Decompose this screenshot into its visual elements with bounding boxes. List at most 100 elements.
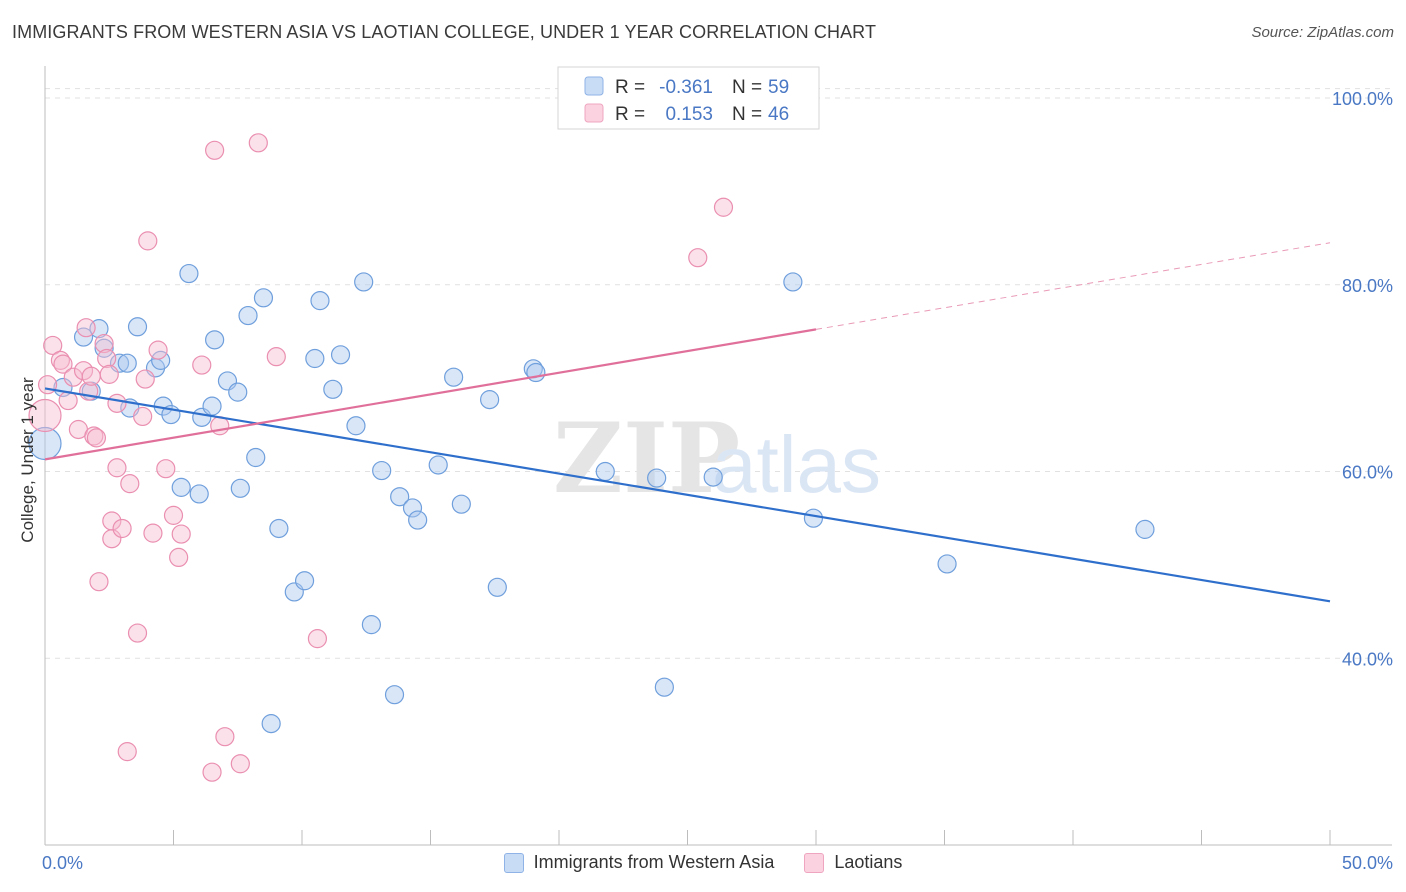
- point-laotian: [89, 572, 109, 592]
- stats-r-label: R =: [615, 77, 645, 98]
- point-western-asia: [310, 291, 330, 311]
- watermark-zip: ZIP: [553, 402, 740, 515]
- trend-lines: [44, 242, 1331, 603]
- point-laotian: [138, 231, 158, 251]
- point-laotian: [102, 511, 122, 531]
- point-western-asia: [487, 577, 507, 597]
- point-laotian: [133, 406, 153, 427]
- stats-n-value: 59: [768, 77, 789, 98]
- point-western-asia: [647, 468, 667, 488]
- point-laotian: [117, 742, 137, 762]
- y-axis-label: College, Under 1 year: [18, 377, 37, 543]
- watermark-atlas: atlas: [712, 420, 881, 509]
- stats-r-value: -0.361: [659, 77, 713, 98]
- point-laotian: [713, 197, 734, 217]
- x-tick-label: 0.0%: [42, 853, 83, 873]
- point-western-asia: [189, 484, 209, 504]
- point-western-asia: [372, 460, 392, 481]
- point-laotian: [205, 140, 225, 160]
- legend-item-laotians[interactable]: Laotians: [804, 852, 902, 873]
- point-western-asia: [803, 508, 824, 528]
- tick-labels: 40.0% 60.0% 80.0% 100.0% 0.0% 50.0%: [42, 89, 1393, 873]
- legend-label-laotians: Laotians: [834, 852, 903, 872]
- point-laotian: [127, 623, 148, 643]
- point-laotian: [86, 428, 107, 448]
- point-laotian: [192, 355, 212, 375]
- point-western-asia: [305, 348, 325, 369]
- point-western-asia: [703, 467, 723, 487]
- point-laotian: [202, 762, 222, 782]
- point-western-asia: [330, 345, 351, 365]
- point-western-asia: [127, 317, 148, 337]
- axes: [44, 66, 1392, 846]
- point-laotian: [169, 547, 189, 568]
- point-western-asia: [526, 362, 546, 383]
- point-laotian: [156, 459, 176, 479]
- point-western-asia: [117, 353, 137, 373]
- point-western-asia: [205, 330, 225, 350]
- point-western-asia: [179, 263, 199, 284]
- point-western-asia: [28, 426, 62, 461]
- point-western-asia: [937, 554, 957, 574]
- point-western-asia: [261, 714, 281, 734]
- point-western-asia: [595, 461, 615, 482]
- point-laotian: [163, 505, 184, 525]
- point-laotian: [107, 458, 127, 478]
- point-western-asia: [408, 510, 428, 530]
- stats-r-value: 0.153: [665, 104, 713, 125]
- point-laotian: [143, 523, 163, 543]
- chart-title: IMMIGRANTS FROM WESTERN ASIA VS LAOTIAN …: [12, 22, 877, 42]
- point-western-asia: [354, 272, 374, 292]
- point-laotian: [81, 366, 101, 386]
- point-laotian: [99, 364, 119, 384]
- point-western-asia: [294, 571, 315, 591]
- point-western-asia: [246, 447, 266, 468]
- point-laotian: [76, 318, 96, 338]
- point-laotian: [266, 347, 286, 367]
- point-western-asia: [451, 494, 471, 514]
- point-western-asia: [238, 305, 258, 326]
- series-legend: Immigrants from Western Asia Laotians: [0, 852, 1406, 873]
- stats-legend: R = -0.361 N = 59 R = 0.153 N = 46: [557, 66, 820, 130]
- point-western-asia: [444, 367, 464, 387]
- point-laotian: [120, 474, 140, 494]
- point-western-asia: [171, 477, 191, 497]
- point-western-asia: [269, 518, 289, 539]
- point-western-asia: [390, 487, 410, 507]
- point-western-asia: [480, 390, 500, 410]
- y-tick-label: 80.0%: [1342, 276, 1393, 296]
- y-tick-label: 60.0%: [1342, 463, 1393, 483]
- point-western-asia: [654, 677, 674, 697]
- point-western-asia: [253, 288, 274, 308]
- point-laotian: [148, 340, 168, 360]
- legend-swatch-pink: [804, 852, 825, 873]
- trend-line-laotians-extension: [815, 242, 1331, 330]
- legend-label-western-asia: Immigrants from Western Asia: [533, 852, 775, 872]
- point-western-asia: [402, 498, 423, 518]
- x-tick-label: 50.0%: [1342, 853, 1393, 873]
- point-laotian: [107, 393, 127, 413]
- point-laotian: [53, 354, 73, 374]
- point-western-asia: [346, 416, 366, 436]
- trend-line-laotians: [44, 328, 817, 461]
- stats-swatch-blue: [584, 76, 604, 96]
- stats-swatch-pink: [584, 103, 604, 123]
- point-western-asia: [228, 382, 248, 402]
- legend-swatch-blue: [503, 852, 524, 873]
- chart-source: Source: ZipAtlas.com: [1251, 24, 1394, 41]
- point-laotian: [307, 629, 328, 649]
- point-laotian: [688, 248, 708, 268]
- point-laotian: [43, 335, 63, 356]
- point-laotian: [215, 727, 235, 747]
- point-western-asia: [323, 379, 343, 399]
- point-western-asia: [361, 615, 381, 635]
- legend-item-western-asia[interactable]: Immigrants from Western Asia: [503, 852, 775, 873]
- point-laotian: [248, 133, 268, 153]
- point-western-asia: [1135, 519, 1155, 539]
- point-laotian: [97, 348, 117, 369]
- point-laotian: [230, 754, 250, 774]
- y-tick-label: 100.0%: [1332, 89, 1393, 109]
- point-laotian: [171, 524, 191, 544]
- point-laotian: [28, 398, 62, 433]
